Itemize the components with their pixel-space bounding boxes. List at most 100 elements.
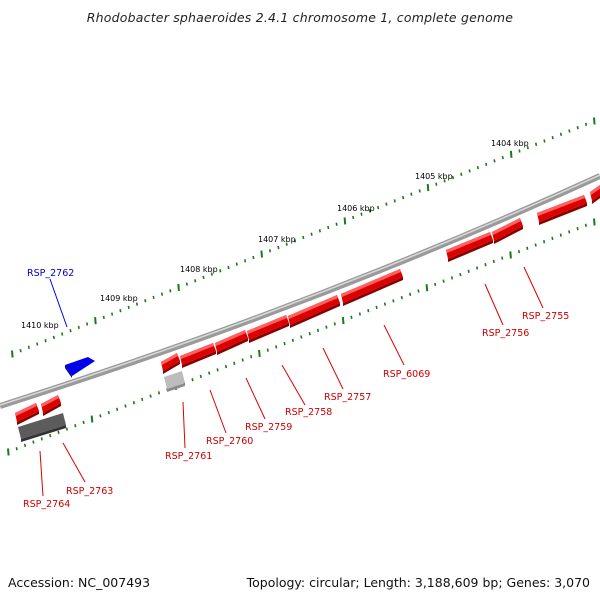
ruler-major-tick (94, 317, 97, 325)
ruler-minor-tick (275, 345, 278, 349)
ruler-minor-tick (377, 205, 380, 210)
gene-label-rsp-2763[interactable]: RSP_2763 (66, 486, 113, 497)
reverse-gene-block[interactable] (180, 343, 216, 368)
ruler-minor-tick (285, 242, 288, 246)
ruler-minor-tick (543, 240, 546, 244)
ruler-minor-tick (152, 295, 155, 300)
ruler-minor-tick (32, 440, 35, 444)
reverse-gene-block[interactable] (492, 218, 523, 244)
reverse-gene-block[interactable] (215, 330, 248, 355)
ruler-minor-tick (492, 259, 495, 264)
ruler-minor-tick (250, 355, 253, 359)
ruler-minor-tick (199, 374, 202, 379)
ruler-minor-tick (61, 332, 64, 336)
ruler-minor-tick (241, 358, 244, 362)
ruler-minor-tick (15, 447, 18, 451)
gene-label-rsp-2761[interactable]: RSP_2761 (165, 451, 212, 462)
ruler-minor-tick (325, 325, 328, 329)
ruler-minor-tick (268, 249, 272, 253)
ruler-minor-tick (102, 315, 105, 320)
ruler-minor-tick (451, 175, 455, 180)
upper-ruler-ticks (11, 117, 596, 358)
ruler-minor-tick (283, 341, 286, 346)
ruler-minor-tick (327, 225, 330, 230)
ruler-minor-tick (194, 279, 197, 283)
gene-label-rsp-2764[interactable]: RSP_2764 (23, 499, 70, 510)
kbp-label-1408: 1408 kbp (180, 265, 218, 274)
ruler-minor-tick (308, 332, 311, 336)
kbp-label-1405: 1405 kbp (415, 172, 453, 181)
ruler-minor-tick (27, 345, 30, 349)
chromosome-backbone-highlight (0, 174, 600, 406)
ruler-minor-tick (44, 339, 47, 343)
gene-label-rsp-2758[interactable]: RSP_2758 (285, 407, 332, 418)
gene-label-rsp-2755[interactable]: RSP_2755 (522, 311, 569, 322)
ruler-minor-tick (57, 430, 60, 434)
ruler-minor-tick (116, 407, 119, 411)
reverse-gene-block[interactable] (537, 195, 587, 225)
gene-label-rsp-2756[interactable]: RSP_2756 (482, 328, 529, 339)
ruler-minor-tick (476, 266, 479, 270)
ruler-minor-tick (127, 305, 130, 310)
kbp-label-1404: 1404 kbp (491, 139, 529, 148)
ruler-minor-tick (119, 309, 122, 313)
ruler-minor-tick (484, 263, 487, 267)
ruler-minor-tick (501, 155, 504, 160)
ruler-minor-tick (191, 378, 194, 382)
reverse-gene-block[interactable] (161, 353, 180, 374)
ruler-minor-tick (219, 269, 222, 273)
ruler-major-tick (177, 283, 180, 291)
ruler-minor-tick (169, 289, 172, 293)
reverse-gene-block[interactable] (446, 232, 493, 262)
gene-rsp-2762[interactable] (65, 357, 95, 378)
ruler-minor-tick (576, 126, 579, 130)
ruler-minor-tick (244, 259, 247, 263)
gene-label-rsp-2759[interactable]: RSP_2759 (245, 422, 292, 433)
ruler-major-tick (260, 250, 263, 258)
reverse-gene-block[interactable] (590, 185, 600, 204)
reverse-gene-block[interactable] (247, 315, 289, 343)
reverse-gene-block[interactable] (41, 395, 61, 416)
reverse-gene-block[interactable] (15, 403, 39, 425)
ruler-minor-tick (224, 364, 228, 369)
map-title: Rhodobacter sphaeroides 2.4.1 chromosome… (86, 10, 514, 25)
ruler-major-tick (7, 448, 10, 456)
ruler-major-tick (426, 184, 430, 192)
ruler-minor-tick (418, 189, 421, 193)
ruler-minor-tick (435, 182, 438, 186)
ruler-minor-tick (135, 302, 139, 306)
ruler-major-tick (509, 251, 512, 259)
ruler-minor-tick (450, 276, 454, 280)
ruler-minor-tick (300, 335, 303, 339)
ruler-minor-tick (277, 245, 280, 250)
ruler-minor-tick (517, 249, 521, 254)
ruler-minor-tick (149, 394, 152, 398)
ruler-minor-tick (49, 433, 52, 438)
gene-label-rsp-6069[interactable]: RSP_6069 (383, 369, 430, 380)
reverse-gene-block[interactable] (288, 295, 340, 328)
ruler-minor-tick (202, 275, 205, 280)
ruler-minor-tick (335, 222, 338, 226)
ruler-minor-tick (526, 145, 529, 150)
ruler-minor-tick (74, 424, 77, 428)
gene-label-rsp-2760[interactable]: RSP_2760 (206, 436, 253, 447)
ruler-major-tick (509, 150, 513, 158)
gene-label-rsp-2762[interactable]: RSP_2762 (27, 268, 74, 279)
ruler-minor-tick (318, 229, 321, 233)
ruler-minor-tick (302, 235, 305, 240)
ruler-minor-tick (252, 255, 255, 260)
ruler-minor-tick (493, 159, 496, 163)
ruler-minor-tick (476, 165, 479, 170)
ruler-minor-tick (333, 322, 336, 326)
ruler-minor-tick (576, 226, 579, 231)
gene-label-rsp-2757[interactable]: RSP_2757 (324, 392, 371, 403)
ruler-minor-tick (99, 414, 102, 418)
reverse-gene-block[interactable] (341, 269, 403, 306)
ruler-minor-tick (141, 397, 144, 402)
ruler-minor-tick (235, 262, 238, 266)
kbp-label-1407: 1407 kbp (258, 235, 296, 244)
ruler-minor-tick (568, 230, 571, 234)
ruler-minor-tick (485, 162, 488, 166)
ruler-minor-tick (584, 122, 588, 126)
ruler-minor-tick (82, 420, 85, 425)
